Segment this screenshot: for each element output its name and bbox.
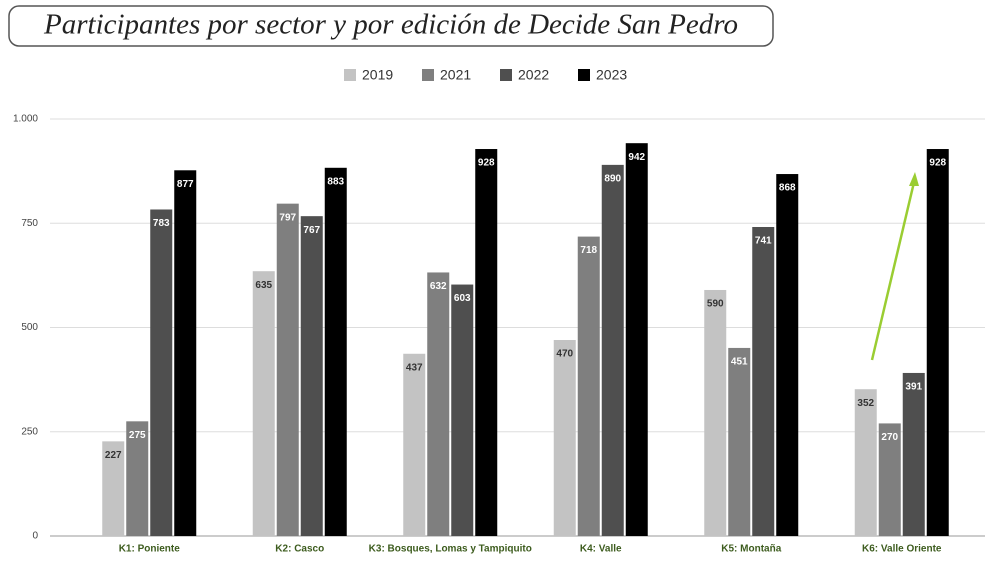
value-label: 635 <box>255 280 272 291</box>
value-label: 391 <box>905 382 922 393</box>
value-label: 877 <box>177 179 194 190</box>
value-label: 227 <box>105 450 122 461</box>
value-label: 942 <box>628 152 645 163</box>
legend-swatch <box>578 69 590 81</box>
bar <box>150 209 173 536</box>
x-tick-label: K3: Bosques, Lomas y Tampiquito <box>369 544 532 555</box>
legend-swatch <box>344 69 356 81</box>
legend-label: 2022 <box>518 67 549 83</box>
value-label: 783 <box>153 218 170 229</box>
value-label: 352 <box>857 398 874 409</box>
bar <box>776 174 799 536</box>
y-tick-label: 0 <box>32 531 38 542</box>
legend-label: 2023 <box>596 67 627 83</box>
value-label: 767 <box>303 225 320 236</box>
x-tick-label: K4: Valle <box>580 544 622 555</box>
value-label: 868 <box>779 183 796 194</box>
x-tick-label: K6: Valle Oriente <box>862 544 942 555</box>
bar <box>878 423 901 536</box>
value-label: 590 <box>707 299 724 310</box>
value-label: 797 <box>279 212 296 223</box>
bar <box>324 167 347 536</box>
x-tick-label: K2: Casco <box>275 544 324 555</box>
bar <box>728 347 751 536</box>
bar <box>300 216 323 536</box>
value-label: 437 <box>406 362 423 373</box>
x-tick-label: K1: Poniente <box>119 544 181 555</box>
bar <box>276 203 299 536</box>
y-tick-label: 250 <box>21 426 38 437</box>
y-tick-label: 1.000 <box>13 114 38 125</box>
value-label: 928 <box>478 158 495 169</box>
bar <box>704 289 727 536</box>
bar <box>601 164 624 536</box>
title-box <box>8 5 774 47</box>
plot: 0 250 500 750 1.000 2019 2021 2022 2023 K1: Ponie… <box>13 67 985 555</box>
bar <box>451 284 474 536</box>
value-label: 890 <box>604 174 621 185</box>
value-label: 928 <box>929 158 946 169</box>
bar <box>577 236 600 536</box>
y-tick-label: 500 <box>21 322 38 333</box>
bar <box>475 149 498 537</box>
value-label: 741 <box>755 236 772 247</box>
chart-title: Participantes por sector y por edición d… <box>43 9 738 41</box>
bar <box>174 170 197 536</box>
bar <box>126 421 149 536</box>
bar <box>902 372 925 536</box>
value-label: 275 <box>129 430 146 441</box>
value-label: 270 <box>881 432 898 443</box>
arrow <box>870 177 917 361</box>
arrow-head <box>909 172 919 186</box>
bar <box>427 272 450 536</box>
bar <box>926 149 949 537</box>
x-tick-label: K5: Montaña <box>721 544 781 555</box>
bar <box>625 143 648 536</box>
bar <box>102 441 125 536</box>
bar <box>252 271 275 536</box>
value-label: 632 <box>430 281 447 292</box>
value-label: 451 <box>731 357 748 368</box>
bar <box>752 227 775 537</box>
bar <box>553 340 576 536</box>
y-tick-label: 750 <box>21 218 38 229</box>
value-label: 718 <box>580 245 597 256</box>
value-label: 470 <box>556 349 573 360</box>
value-label: 883 <box>327 176 344 187</box>
bar <box>403 353 426 536</box>
value-label: 603 <box>454 293 471 304</box>
legend-swatch <box>422 69 434 81</box>
bar <box>854 389 877 536</box>
legend-label: 2019 <box>362 67 393 83</box>
legend-label: 2021 <box>440 67 471 83</box>
legend-swatch <box>500 69 512 81</box>
